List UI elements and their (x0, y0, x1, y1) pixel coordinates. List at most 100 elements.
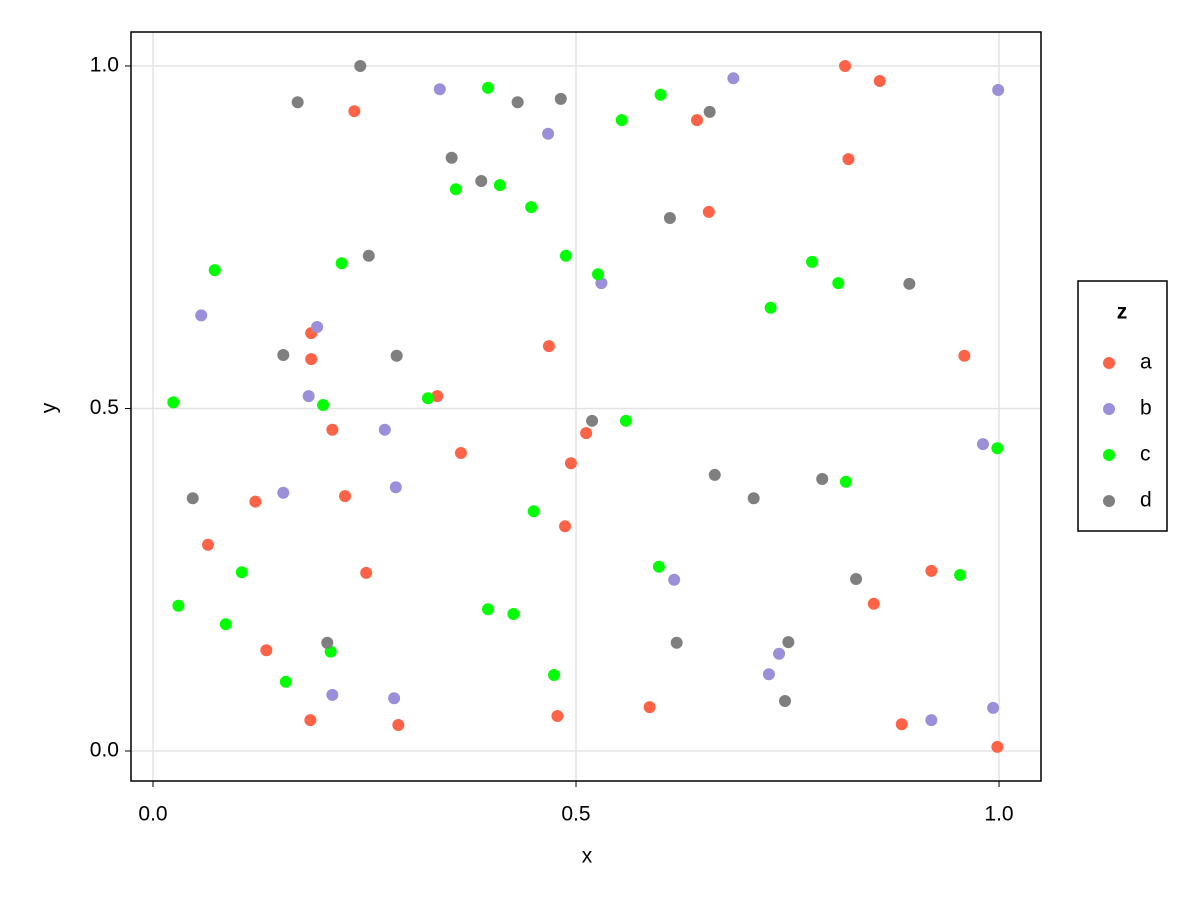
point (482, 603, 495, 616)
point (925, 564, 938, 577)
point (219, 618, 232, 631)
point (806, 255, 819, 268)
point (304, 714, 317, 727)
point (449, 183, 462, 196)
point (839, 59, 852, 72)
point (842, 153, 855, 166)
point (305, 353, 318, 366)
point (551, 710, 564, 723)
point (782, 636, 795, 649)
y-tick-label: 0.5 (90, 396, 119, 419)
point (903, 277, 916, 290)
point (542, 340, 555, 353)
point (388, 692, 401, 705)
y-tick-label: 0.0 (90, 739, 119, 762)
point (554, 92, 567, 105)
point (839, 475, 852, 488)
point (652, 560, 665, 573)
point (525, 201, 538, 214)
point (201, 538, 214, 551)
point (958, 349, 971, 362)
point (431, 390, 444, 403)
point (564, 457, 577, 470)
point (559, 249, 572, 262)
legend-marker (1103, 357, 1115, 369)
legend-title: z (1117, 301, 1128, 324)
x-tick-label: 0.0 (138, 803, 167, 826)
point (708, 468, 721, 481)
point (873, 75, 886, 88)
x-tick-label: 1.0 (984, 803, 1013, 826)
point (548, 668, 561, 681)
legend-label: c (1140, 443, 1151, 466)
point (421, 392, 434, 405)
point (850, 573, 863, 586)
point (378, 423, 391, 436)
point (454, 447, 467, 460)
point (663, 212, 676, 225)
point (764, 301, 777, 314)
point (816, 473, 829, 486)
point (208, 264, 221, 277)
legend-marker (1103, 495, 1115, 507)
point (475, 175, 488, 188)
point (954, 568, 967, 581)
point (691, 114, 704, 127)
point (895, 718, 908, 731)
point (362, 249, 375, 262)
legend-box (1077, 280, 1168, 532)
point (507, 607, 520, 620)
point (390, 349, 403, 362)
point (670, 636, 683, 649)
point (991, 740, 1004, 753)
point (195, 309, 208, 322)
point (311, 320, 324, 333)
point (291, 96, 304, 109)
point (317, 399, 330, 412)
point (542, 127, 555, 140)
point (277, 486, 290, 499)
x-tick-label: 0.5 (561, 803, 590, 826)
point (326, 688, 339, 701)
point (586, 414, 599, 427)
point (867, 597, 880, 610)
point (702, 205, 715, 218)
point (925, 714, 938, 727)
point (727, 72, 740, 85)
point (992, 83, 1005, 96)
point (511, 96, 524, 109)
point (445, 151, 458, 164)
legend-label: d (1140, 489, 1152, 512)
point (778, 694, 791, 707)
point (991, 442, 1004, 455)
point (643, 701, 656, 714)
point (392, 718, 405, 731)
point (527, 505, 540, 518)
point (360, 566, 373, 579)
point (482, 81, 495, 94)
legend-marker (1103, 449, 1115, 461)
point (339, 490, 352, 503)
point (987, 701, 1000, 714)
point (235, 566, 248, 579)
point (976, 438, 989, 451)
point (172, 599, 185, 612)
point (326, 423, 339, 436)
point (321, 636, 334, 649)
point (186, 492, 199, 505)
point (348, 105, 361, 118)
point (277, 349, 290, 362)
point (493, 179, 506, 192)
point (773, 647, 786, 660)
point (619, 414, 632, 427)
point (747, 492, 760, 505)
plot-frame (130, 31, 1042, 782)
point (580, 427, 593, 440)
point (762, 668, 775, 681)
point (615, 114, 628, 127)
point (249, 495, 262, 508)
point (592, 268, 605, 281)
point (703, 105, 716, 118)
